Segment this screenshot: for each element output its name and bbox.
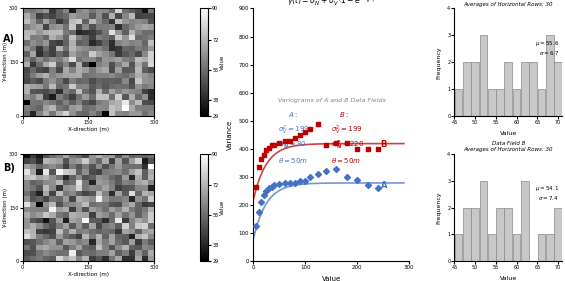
Y-axis label: Variance: Variance	[227, 120, 233, 150]
X-axis label: X-direction (m): X-direction (m)	[68, 272, 109, 277]
Text: $\sigma_V^2 = 199$: $\sigma_V^2 = 199$	[331, 124, 363, 137]
Point	[314, 172, 323, 176]
Point	[290, 180, 299, 185]
Bar	[554, 62, 562, 116]
X-axis label: X-direction (m): X-direction (m)	[68, 127, 109, 132]
Point	[332, 141, 341, 146]
Point	[262, 189, 271, 193]
Point	[275, 182, 284, 186]
Bar	[538, 234, 545, 261]
Y-axis label: Y-direction (m): Y-direction (m)	[3, 42, 8, 82]
Point	[264, 186, 273, 191]
Point	[280, 180, 289, 185]
Point	[290, 135, 299, 140]
Text: B: B	[380, 140, 387, 149]
Point	[257, 157, 266, 161]
Bar	[455, 234, 462, 261]
Text: $\theta = 50 m$: $\theta = 50 m$	[331, 156, 362, 165]
Bar	[463, 62, 471, 116]
Bar	[471, 62, 479, 116]
Text: $\sigma_V^2 = 199$: $\sigma_V^2 = 199$	[279, 124, 310, 137]
Y-axis label: Value: Value	[220, 200, 225, 215]
Point	[353, 147, 362, 151]
Bar	[529, 62, 537, 116]
Point	[285, 180, 294, 185]
Text: $\theta = 50 m$: $\theta = 50 m$	[279, 156, 308, 165]
Point	[267, 142, 276, 147]
X-axis label: Value: Value	[499, 276, 517, 281]
Point	[264, 145, 273, 150]
Point	[254, 210, 263, 214]
Bar	[505, 208, 512, 261]
Bar	[554, 208, 562, 261]
Text: A: A	[380, 181, 387, 190]
Point	[342, 175, 351, 179]
Title: Exponential Variogram Model:
$\gamma(t) = \sigma_N^2 + \sigma_V^2\left(1 - e^{-\: Exponential Variogram Model: $\gamma(t) …	[273, 0, 389, 8]
Y-axis label: Frequency: Frequency	[437, 191, 442, 224]
Point	[363, 183, 372, 188]
Text: $B:$: $B:$	[339, 110, 349, 119]
Point	[373, 147, 383, 151]
Bar	[513, 234, 520, 261]
Point	[295, 179, 305, 183]
Y-axis label: Frequency: Frequency	[437, 46, 442, 79]
Point	[332, 166, 341, 171]
Y-axis label: Y-direction (m): Y-direction (m)	[3, 187, 8, 228]
Bar	[480, 181, 487, 261]
X-axis label: Value: Value	[321, 276, 341, 281]
Text: $\mathbf{\sigma_N^2}$$= 220$: $\mathbf{\sigma_N^2}$$= 220$	[331, 139, 364, 152]
Point	[306, 175, 315, 179]
Bar	[496, 89, 504, 116]
Point	[353, 178, 362, 182]
Point	[254, 165, 263, 169]
Y-axis label: Value: Value	[220, 55, 225, 70]
Point	[251, 185, 260, 189]
Point	[262, 148, 271, 153]
Point	[363, 147, 372, 151]
Text: $\mu = 54.1$
$\sigma = 7.4$: $\mu = 54.1$ $\sigma = 7.4$	[535, 184, 559, 202]
Point	[251, 224, 260, 228]
Bar	[455, 89, 462, 116]
Bar	[480, 35, 487, 116]
Point	[295, 133, 305, 137]
Title: Data Field B
Averages of Horizontal Rows: 30: Data Field B Averages of Horizontal Rows…	[463, 141, 553, 152]
Bar	[496, 208, 504, 261]
Point	[314, 121, 323, 126]
Bar	[488, 89, 496, 116]
Point	[259, 152, 268, 157]
Point	[270, 183, 279, 188]
Text: $\mathbf{\sigma_N^2}$$= 80$: $\mathbf{\sigma_N^2}$$= 80$	[279, 139, 307, 152]
Bar	[488, 234, 496, 261]
Bar	[538, 89, 545, 116]
Point	[270, 142, 279, 147]
Point	[280, 138, 289, 143]
Point	[306, 127, 315, 132]
Bar	[521, 62, 529, 116]
Bar	[513, 89, 520, 116]
Point	[321, 142, 331, 147]
Point	[301, 130, 310, 134]
Point	[259, 193, 268, 198]
Text: B): B)	[3, 163, 15, 173]
Point	[267, 185, 276, 189]
Bar	[471, 208, 479, 261]
Text: $A:$: $A:$	[288, 110, 298, 119]
Point	[257, 200, 266, 205]
Bar	[521, 181, 529, 261]
Point	[301, 179, 310, 183]
Bar	[546, 234, 554, 261]
Bar	[463, 208, 471, 261]
Text: A): A)	[3, 34, 15, 44]
X-axis label: Value: Value	[499, 131, 517, 136]
Point	[285, 138, 294, 143]
Point	[373, 186, 383, 191]
Text: $\mu = 55.6$
$\sigma = 6.7$: $\mu = 55.6$ $\sigma = 6.7$	[534, 38, 559, 57]
Title: Data Field A
Averages of Horizontal Rows: 30: Data Field A Averages of Horizontal Rows…	[463, 0, 553, 7]
Point	[321, 169, 331, 174]
Point	[342, 141, 351, 146]
Point	[275, 141, 284, 146]
Bar	[505, 62, 512, 116]
Text: Variograms of A and B Data Fields: Variograms of A and B Data Fields	[279, 98, 386, 103]
Bar	[546, 35, 554, 116]
